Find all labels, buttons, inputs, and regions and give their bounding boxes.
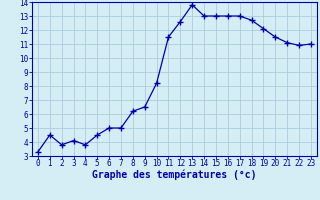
X-axis label: Graphe des températures (°c): Graphe des températures (°c) bbox=[92, 170, 257, 180]
